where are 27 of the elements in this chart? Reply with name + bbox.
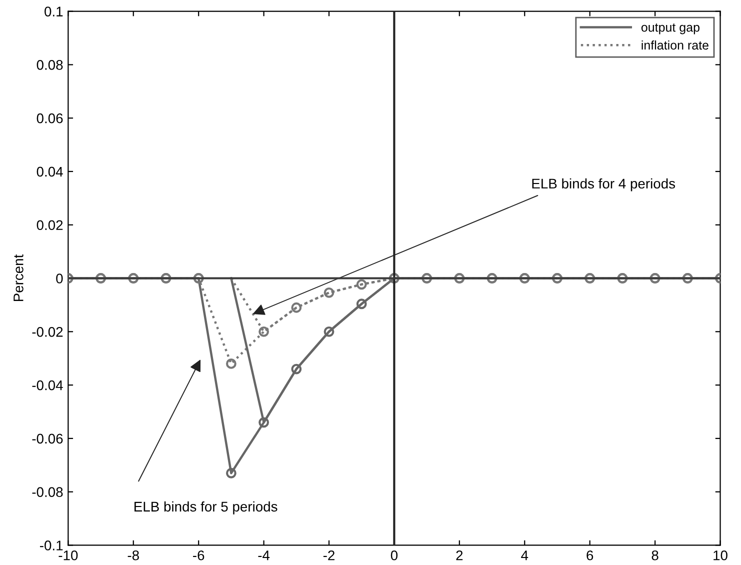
x-tick-label: 8 <box>652 550 658 560</box>
x-tick-label: -10 <box>58 550 78 560</box>
x-tick-label: 6 <box>586 550 594 560</box>
x-tick-label: -8 <box>128 550 139 560</box>
x-tick-label: 4 <box>521 550 528 560</box>
annotation: ELB binds for 4 periods <box>532 178 676 192</box>
y-tick-label: 0.04 <box>36 166 63 177</box>
y-tick-label: -0.04 <box>32 380 63 390</box>
x-tick-label: 10 <box>714 550 728 560</box>
x-tick-label: -4 <box>258 550 270 560</box>
y-tick-label: -0.08 <box>32 487 63 497</box>
y-tick-label: 0.1 <box>44 6 63 16</box>
y-tick-label: 0.08 <box>36 60 63 70</box>
y-tick-label: -0.02 <box>32 326 63 337</box>
x-tick-label: -6 <box>193 550 204 560</box>
y-tick-label: 0.06 <box>36 113 63 124</box>
annotation: ELB binds for 5 periods <box>134 501 278 514</box>
y-tick-label: 0 <box>56 274 63 284</box>
legend-label: output gap <box>641 24 700 34</box>
y-axis-title: Percent <box>14 254 24 302</box>
y-tick-label: 0.02 <box>36 220 63 230</box>
legend-label: inflation rate <box>642 40 708 50</box>
y-tick-label: -0.06 <box>32 434 63 444</box>
x-tick-label: 2 <box>456 550 463 560</box>
x-tick-label: 0 <box>390 550 398 560</box>
x-tick-label: -2 <box>323 550 334 560</box>
y-tick-label: -0.1 <box>40 540 63 550</box>
